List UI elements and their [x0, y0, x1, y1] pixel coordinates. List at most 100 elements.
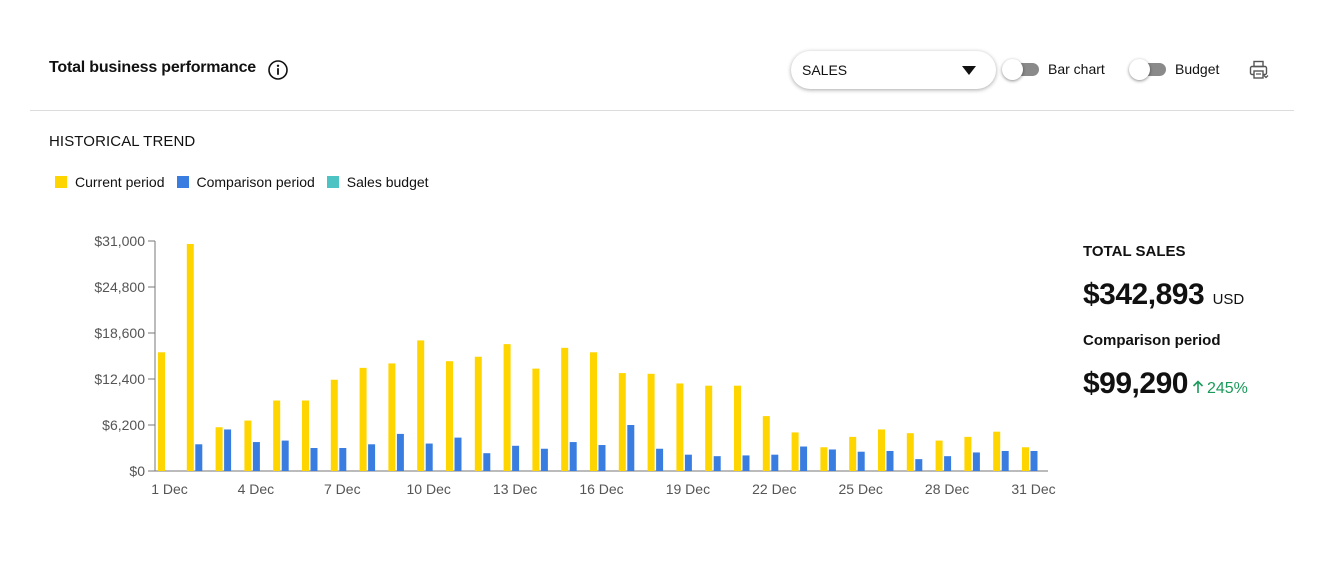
x-tick-label: 13 Dec [493, 481, 537, 497]
legend-swatch-budget [326, 176, 339, 188]
bar-comparison-period [195, 444, 203, 471]
bar-current-period [417, 340, 425, 471]
bar-comparison-period [252, 442, 260, 471]
header-divider [30, 110, 1294, 111]
legend-item-current[interactable]: Current period [55, 174, 165, 190]
bar-comparison-period [886, 450, 894, 471]
change-indicator: 245% [1192, 379, 1248, 398]
bar-comparison-period [828, 449, 836, 471]
bar-current-period [359, 367, 367, 471]
bar-comparison-period [512, 445, 520, 471]
budget-toggle-label: Budget [1175, 61, 1220, 77]
bar-comparison-period [800, 446, 808, 471]
bar-current-period [705, 385, 713, 471]
bar-comparison-period [915, 459, 923, 471]
bar-comparison-period [368, 444, 376, 471]
total-sales-value: $342,893 [1083, 278, 1205, 311]
legend-swatch-current [55, 176, 67, 188]
bar-comparison-period [1001, 450, 1009, 471]
y-tick-label: $6,200 [102, 417, 145, 433]
y-tick-label: $31,000 [94, 233, 145, 249]
x-tick-label: 22 Dec [752, 481, 796, 497]
budget-switch[interactable] [1129, 59, 1166, 80]
bar-current-period [993, 431, 1001, 471]
bar-comparison-period [972, 452, 980, 471]
print-icon[interactable] [1249, 60, 1269, 80]
bar-comparison-period [281, 440, 289, 471]
toggle-knob [1002, 59, 1023, 80]
x-tick-label: 28 Dec [925, 481, 969, 497]
bar-comparison-period [598, 445, 606, 471]
bar-current-period [503, 344, 511, 471]
bar-comparison-period [339, 448, 347, 471]
x-tick-label: 7 Dec [324, 481, 361, 497]
dropdown-value: SALES [802, 62, 848, 78]
bar-current-period [878, 429, 885, 471]
bar-comparison-period [540, 448, 548, 471]
bar-comparison-period [454, 437, 462, 471]
bar-current-period [302, 400, 309, 471]
x-tick-label: 4 Dec [238, 481, 275, 497]
bar-current-period [906, 433, 914, 471]
bar-current-period [734, 385, 741, 471]
arrow-up-icon [1192, 380, 1204, 393]
total-sales-row: $342,893 USD [1083, 278, 1244, 312]
info-icon[interactable] [267, 59, 289, 81]
bar-comparison-period [771, 454, 779, 471]
bar-current-period [618, 373, 626, 471]
x-tick-label: 19 Dec [666, 481, 710, 497]
bar-comparison-period [656, 448, 664, 471]
bar-comparison-period [742, 455, 750, 471]
legend-label-current: Current period [75, 174, 165, 190]
legend-item-budget[interactable]: Sales budget [326, 174, 429, 190]
bar-current-period [964, 436, 972, 471]
chart-legend: Current period Comparison period Sales b… [55, 173, 441, 191]
bar-current-period [676, 383, 684, 471]
x-tick-label: 10 Dec [407, 481, 451, 497]
legend-swatch-comparison [176, 176, 189, 188]
bar-comparison-period [310, 448, 318, 471]
bar-current-period [388, 363, 396, 471]
legend-label-comparison: Comparison period [196, 174, 315, 190]
bar-comparison-period [684, 454, 692, 471]
x-tick-label: 1 Dec [151, 481, 188, 497]
bar-comparison-period [944, 456, 952, 471]
page-title: Total business performance [49, 59, 257, 76]
bar-comparison-period [713, 456, 721, 471]
legend-label-budget: Sales budget [346, 174, 429, 190]
bar-current-period [474, 356, 482, 471]
bar-current-period [647, 373, 655, 471]
bar-current-period [791, 432, 799, 471]
bar-comparison-period [483, 453, 491, 471]
y-tick-label: $24,800 [94, 279, 145, 295]
y-tick-label: $18,600 [94, 325, 145, 341]
bar-current-period [762, 416, 770, 471]
bar-current-period [561, 347, 569, 471]
bar-comparison-period [569, 442, 577, 471]
comparison-row: $99,290 245% [1083, 367, 1248, 401]
comparison-value: $99,290 [1083, 367, 1188, 400]
legend-item-comparison[interactable]: Comparison period [176, 174, 315, 190]
bar-current-period [215, 427, 223, 471]
bar-current-period [820, 447, 828, 471]
summary-panel: TOTAL SALES $342,893 USD Comparison peri… [1083, 243, 1323, 400]
bar-current-period [590, 352, 597, 471]
currency-unit: USD [1212, 291, 1245, 308]
bar-chart-switch[interactable] [1002, 59, 1039, 80]
bar-current-period [446, 361, 453, 471]
bar-current-period [1022, 447, 1029, 471]
y-tick-label: $12,400 [94, 371, 145, 387]
comparison-period-label: Comparison period [1083, 332, 1221, 349]
bar-comparison-period [1030, 450, 1038, 471]
metric-dropdown[interactable]: SALES [791, 51, 996, 89]
bar-comparison-period [627, 425, 635, 471]
bar-current-period [244, 420, 252, 471]
historical-trend-chart: $0 $6,200 $12,400 $18,600 $24,800 $31,000 1 De… [94, 233, 1055, 497]
bar-current-period [158, 352, 165, 471]
change-percent: 245% [1206, 380, 1248, 397]
bar-current-period [330, 379, 338, 471]
total-sales-label: TOTAL SALES [1083, 243, 1186, 260]
bar-comparison-period [224, 429, 232, 471]
bar-current-period [532, 368, 540, 471]
x-tick-label: 31 Dec [1011, 481, 1055, 497]
